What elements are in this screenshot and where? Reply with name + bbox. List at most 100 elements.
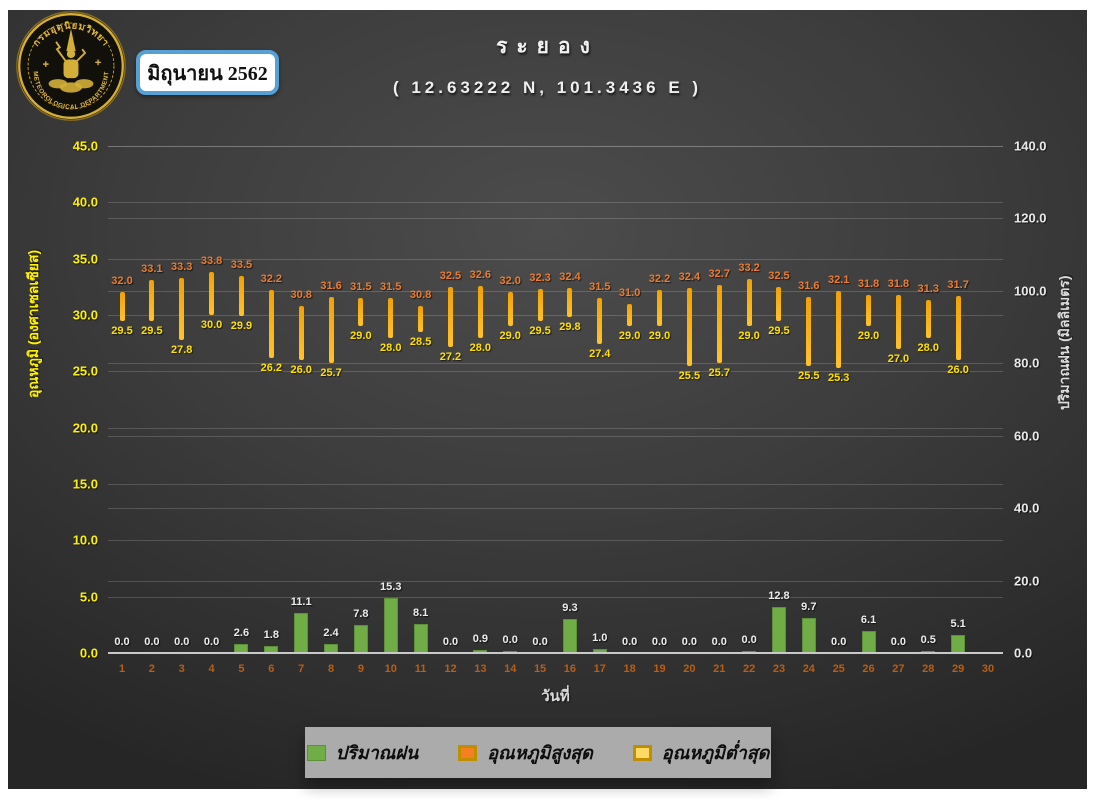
max-temp-label: 33.8 [200, 255, 223, 268]
gridline-rain [108, 290, 1003, 292]
x-axis-day-label: 23 [772, 663, 786, 675]
max-temp-label: 31.5 [350, 281, 372, 294]
temp-range-bar [746, 278, 752, 327]
gridline-temp [108, 483, 1003, 485]
rain-bar [801, 617, 816, 653]
rain-bar [353, 624, 368, 653]
temp-range-bar [597, 298, 603, 345]
x-axis-day-label: 22 [742, 663, 756, 675]
x-axis-day-label: 17 [593, 663, 606, 675]
temp-range-bar [447, 286, 453, 347]
gridline-rain [108, 435, 1003, 437]
min-temp-label: 29.5 [141, 324, 163, 337]
temp-range-bar [298, 305, 304, 361]
max-temp-label: 31.6 [798, 279, 820, 292]
min-temp-label: 27.4 [589, 348, 611, 361]
rain-value-label: 0.0 [741, 634, 757, 646]
legend-swatch-icon [458, 744, 478, 761]
rain-bar [861, 630, 876, 653]
rain-bar [413, 623, 428, 653]
min-temp-label: 29.5 [768, 324, 790, 337]
temp-range-bar [806, 296, 812, 366]
min-temp-label: 27.8 [171, 343, 193, 356]
x-axis-day-label: 18 [623, 663, 636, 675]
temp-range-bar [328, 296, 334, 364]
gridline-rain [108, 508, 1003, 510]
legend-label: อุณหภูมิสูงสุด [487, 743, 593, 763]
temp-range-bar [477, 285, 483, 338]
min-temp-label: 25.7 [708, 367, 730, 380]
x-axis-line [108, 652, 1003, 654]
rain-value-label: 0.9 [472, 632, 488, 645]
gridline-rain [108, 146, 1003, 147]
max-temp-label: 32.5 [439, 269, 462, 282]
max-temp-label: 32.7 [708, 267, 730, 280]
x-axis-day-label: 30 [981, 663, 995, 675]
gridline-temp [108, 540, 1003, 542]
month-year-box[interactable]: มิถุนายน 2562 [136, 50, 279, 95]
rain-value-label: 7.8 [353, 607, 369, 620]
gridline-temp [108, 596, 1003, 598]
rain-value-label: 12.8 [768, 589, 790, 602]
legend-label: อุณหภูมิต่ำสุด [661, 743, 770, 763]
min-temp-label: 28.0 [917, 341, 939, 354]
station-title: ระยอง [496, 35, 599, 58]
rain-value-label: 8.1 [412, 606, 429, 619]
temp-range-bar [537, 289, 543, 321]
x-axis-day-label: 20 [683, 663, 696, 675]
rain-value-label: 6.1 [860, 613, 877, 626]
x-axis-day-label: 14 [504, 663, 517, 675]
rain-bar [562, 619, 577, 653]
min-temp-label: 26.0 [947, 364, 969, 377]
min-temp-label: 28.0 [380, 341, 402, 354]
x-axis-day-label: 5 [238, 663, 245, 675]
temp-range-bar [418, 305, 424, 332]
x-axis-day-label: 16 [563, 663, 577, 675]
left-axis-tick: 30.0 [72, 307, 98, 323]
rain-value-label: 0.5 [920, 634, 936, 647]
right-axis-tick: 20.0 [1014, 573, 1040, 589]
x-axis-day-label: 13 [474, 663, 487, 675]
left-axis-tick: 15.0 [72, 476, 98, 492]
temp-range-bar [179, 277, 185, 340]
temp-range-bar [836, 291, 842, 368]
rain-value-label: 0.0 [711, 636, 727, 648]
x-axis-day-label: 7 [298, 663, 305, 675]
rain-value-label: 5.1 [950, 617, 966, 630]
x-axis-day-label: 25 [832, 663, 845, 675]
rain-bar [264, 646, 279, 653]
min-temp-label: 29.8 [559, 321, 581, 334]
max-temp-label: 32.0 [499, 275, 521, 288]
max-temp-label: 31.3 [917, 283, 939, 296]
gridline-temp [108, 258, 1003, 260]
min-temp-label: 26.2 [260, 361, 283, 374]
right-axis-tick: 0.0 [1014, 645, 1033, 661]
temp-range-bar [238, 275, 244, 317]
temp-range-bar [925, 300, 931, 338]
station-coordinates: ( 12.63222 N, 101.3436 E ) [392, 78, 703, 97]
left-axis-tick: 45.0 [72, 138, 98, 154]
rain-value-label: 0.0 [114, 636, 130, 648]
temp-range-bar [657, 290, 663, 327]
x-axis-day-label: 24 [802, 663, 815, 675]
max-temp-label: 32.2 [260, 273, 283, 286]
deity-figure-icon [43, 28, 101, 93]
left-axis-tick: 40.0 [72, 194, 98, 210]
legend-item: อุณหภูมิสูงสุด [458, 738, 593, 767]
max-temp-label: 33.3 [171, 260, 193, 273]
gridline-rain [108, 218, 1003, 220]
min-temp-label: 27.2 [439, 350, 462, 363]
rain-value-label: 9.3 [562, 602, 578, 615]
x-axis-day-label: 4 [208, 663, 215, 675]
rain-bar [324, 644, 339, 653]
x-axis-day-label: 11 [414, 663, 427, 675]
temp-range-bar [388, 298, 394, 338]
max-temp-label: 31.6 [320, 279, 342, 292]
min-temp-label: 29.0 [499, 330, 521, 343]
min-temp-label: 29.0 [618, 330, 641, 343]
temp-range-bar [955, 295, 961, 361]
x-axis-day-label: 9 [357, 663, 364, 675]
rain-value-label: 2.6 [233, 626, 250, 639]
min-temp-label: 29.5 [529, 324, 551, 337]
left-axis-tick: 10.0 [72, 532, 98, 548]
